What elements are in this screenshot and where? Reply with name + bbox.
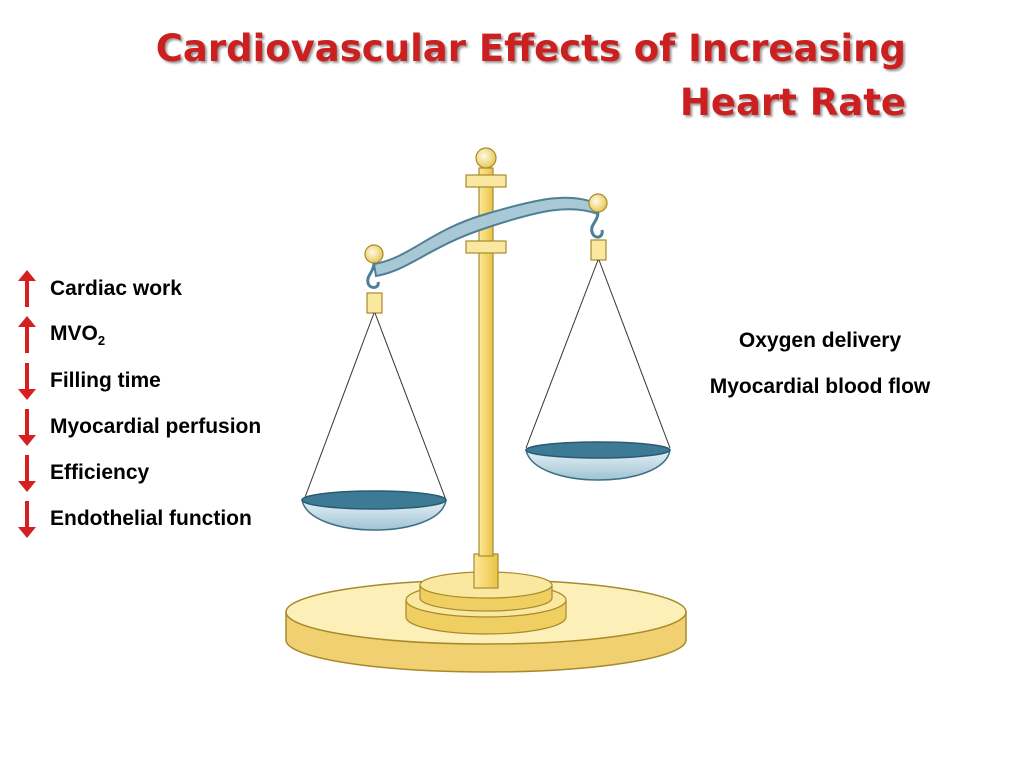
scale-pan-right — [525, 441, 671, 481]
list-item: Cardiac work — [16, 266, 261, 312]
left-factor-list: Cardiac work MVO2 Filling time Myocardia… — [16, 266, 261, 542]
list-item: MVO2 — [16, 312, 261, 358]
factor-label: Efficiency — [50, 461, 150, 484]
arrow-down-icon — [18, 501, 36, 538]
arrow-down-icon — [18, 409, 36, 446]
arrow-up-icon — [18, 270, 36, 307]
scale-pan-left — [301, 490, 447, 531]
factor-label: Endothelial function — [50, 507, 252, 530]
slide-title: Cardiovascular Effects of Increasing Hea… — [86, 22, 906, 130]
list-item: Oxygen delivery — [738, 329, 902, 352]
scale-base — [285, 553, 687, 673]
list-item: Endothelial function — [16, 496, 261, 542]
list-item: Filling time — [16, 358, 261, 404]
arrow-up-icon — [18, 316, 36, 353]
factor-label: Myocardial perfusion — [50, 415, 262, 438]
factor-label: Filling time — [50, 369, 161, 392]
arrow-down-icon — [18, 455, 36, 492]
title-line-1: Cardiovascular Effects of Increasing — [155, 27, 906, 70]
factor-label-subscript: 2 — [97, 333, 106, 349]
factor-label-main: MVO — [50, 321, 98, 345]
list-item: Myocardial blood flow — [709, 375, 931, 398]
factor-label: MVO2 — [50, 322, 105, 348]
factor-label: Cardiac work — [50, 277, 182, 300]
list-item: Myocardial perfusion — [16, 404, 261, 450]
list-item: Efficiency — [16, 450, 261, 496]
right-factor-list: Oxygen delivery Myocardial blood flow — [670, 318, 970, 410]
arrow-down-icon — [18, 363, 36, 400]
balance-scale-icon — [285, 147, 687, 673]
title-line-2: Heart Rate — [679, 81, 906, 124]
